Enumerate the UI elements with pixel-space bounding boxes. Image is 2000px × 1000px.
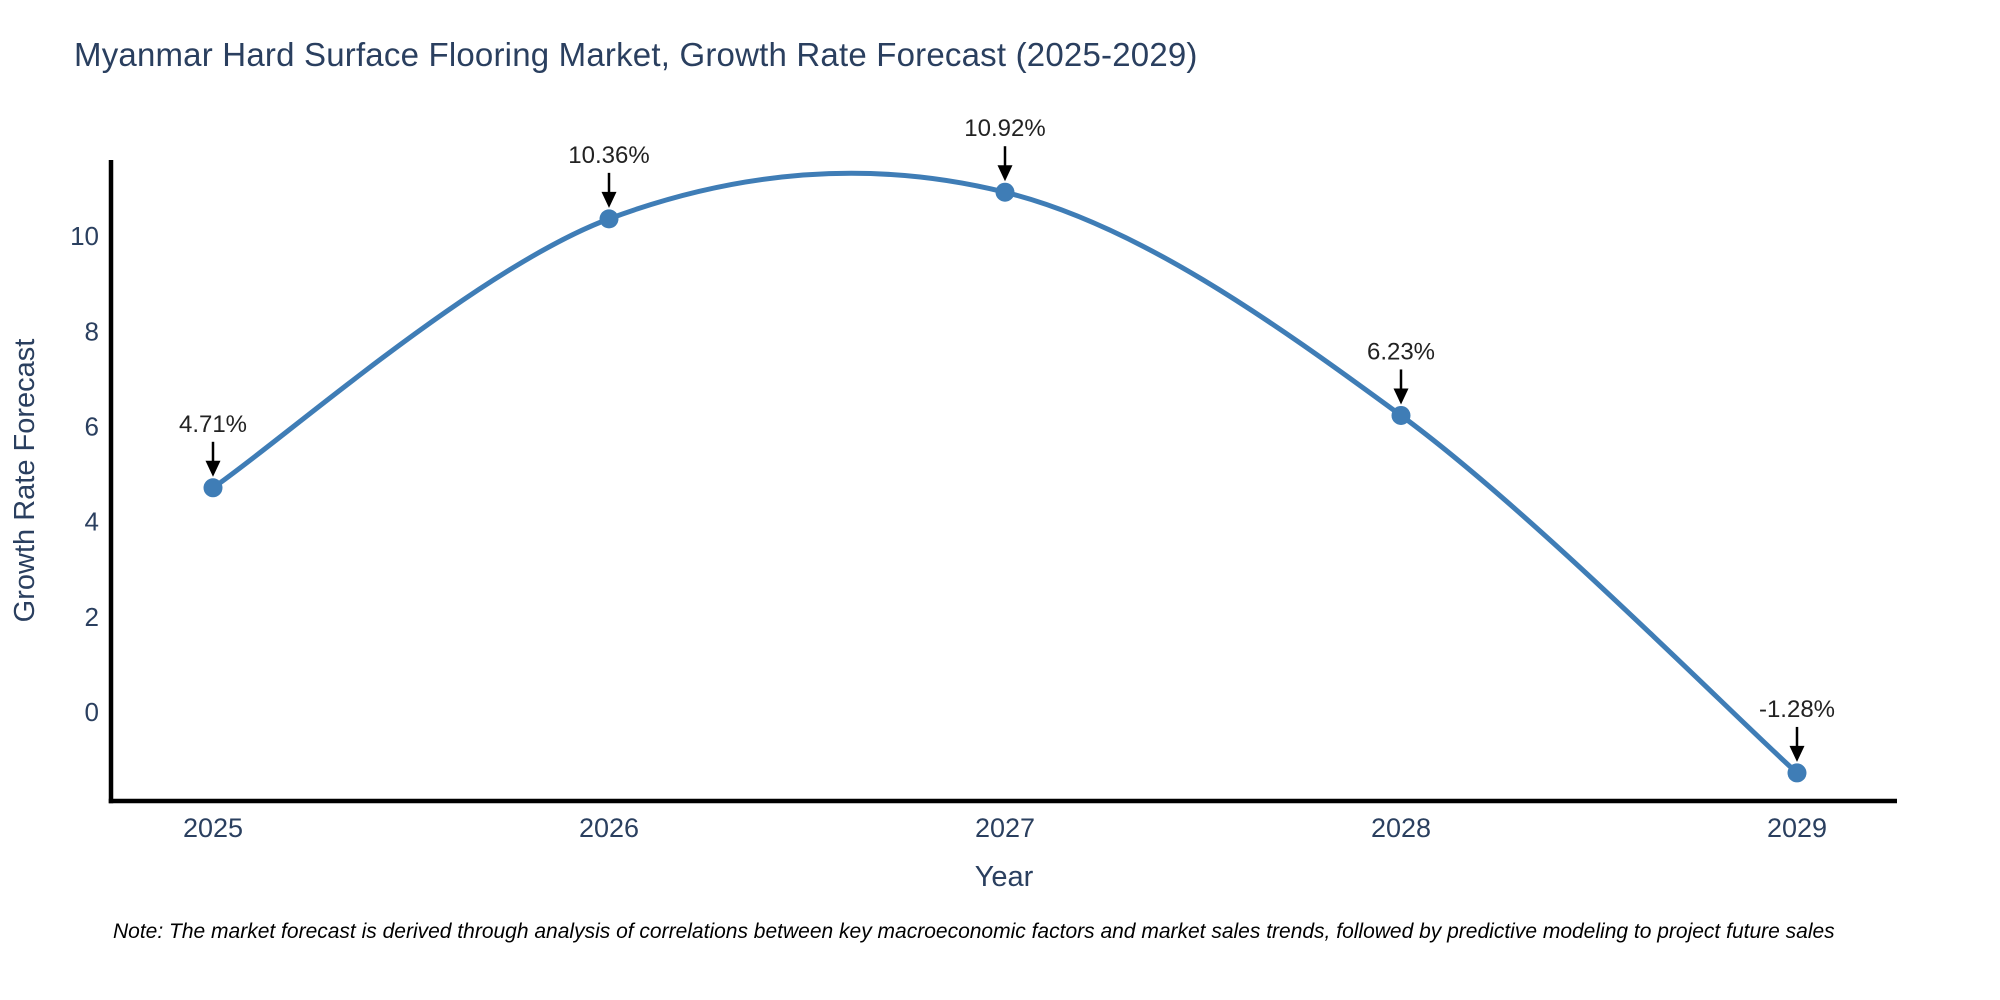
y-tick-label-8: 8 [85, 316, 99, 346]
data-label-2025: 4.71% [179, 411, 247, 438]
annotation-arrow-head-2027 [997, 165, 1013, 182]
data-point-2026[interactable] [599, 209, 619, 229]
data-point-2028[interactable] [1391, 405, 1411, 425]
data-label-2029: -1.28% [1759, 696, 1835, 723]
x-axis-title: Year [975, 861, 1034, 893]
y-tick-label-4: 4 [85, 507, 99, 537]
data-point-2029[interactable] [1787, 763, 1807, 783]
y-tick-label-10: 10 [70, 221, 99, 251]
x-tick-label-2029: 2029 [1767, 813, 1827, 843]
footnote: Note: The market forecast is derived thr… [113, 920, 1835, 943]
x-tick-label-2027: 2027 [975, 813, 1035, 843]
annotation-arrow-head-2026 [601, 191, 617, 208]
chart-title: Myanmar Hard Surface Flooring Market, Gr… [74, 36, 1198, 73]
x-tick-label-2028: 2028 [1371, 813, 1431, 843]
y-tick-label-0: 0 [85, 697, 99, 727]
data-label-2026: 10.36% [568, 142, 649, 169]
data-label-2028: 6.23% [1367, 338, 1435, 365]
data-label-2027: 10.92% [964, 115, 1045, 142]
annotation-arrow-head-2029 [1789, 745, 1805, 762]
annotation-arrow-head-2025 [205, 460, 221, 477]
data-point-2025[interactable] [203, 478, 223, 498]
forecast-line [210, 170, 1800, 776]
data-point-2027[interactable] [995, 182, 1015, 202]
y-axis-title: Growth Rate Forecast [9, 339, 41, 623]
y-tick-label-6: 6 [85, 412, 99, 442]
x-tick-label-2026: 2026 [579, 813, 639, 843]
x-tick-label-2025: 2025 [183, 813, 243, 843]
y-tick-label-2: 2 [85, 602, 99, 632]
annotation-arrow-head-2028 [1393, 388, 1409, 405]
